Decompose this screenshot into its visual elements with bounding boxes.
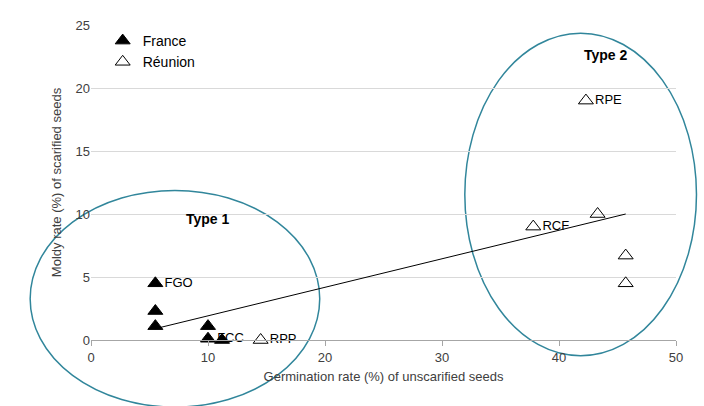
svg-text:Type 2: Type 2 <box>584 47 628 63</box>
svg-text:RPE: RPE <box>595 92 622 107</box>
svg-text:RCF: RCF <box>542 218 569 233</box>
svg-text:30: 30 <box>435 350 449 365</box>
svg-text:50: 50 <box>669 350 683 365</box>
svg-text:FGO: FGO <box>164 275 192 290</box>
svg-text:5: 5 <box>83 270 90 285</box>
svg-text:40: 40 <box>552 350 566 365</box>
svg-text:10: 10 <box>76 207 90 222</box>
svg-text:25: 25 <box>76 18 90 33</box>
svg-text:Germination rate (%) of unscar: Germination rate (%) of unscarified seed… <box>264 369 504 384</box>
svg-text:France: France <box>143 33 187 49</box>
svg-text:FCC: FCC <box>217 330 244 345</box>
svg-text:Moldy rate (%) of scarified se: Moldy rate (%) of scarified seeds <box>49 87 64 277</box>
svg-text:20: 20 <box>76 81 90 96</box>
svg-text:15: 15 <box>76 144 90 159</box>
svg-text:0: 0 <box>83 333 90 348</box>
svg-text:20: 20 <box>318 350 332 365</box>
svg-text:RPP: RPP <box>270 331 297 346</box>
svg-text:10: 10 <box>201 350 215 365</box>
svg-text:Réunion: Réunion <box>143 54 195 70</box>
svg-text:Type 1: Type 1 <box>186 211 230 227</box>
svg-text:0: 0 <box>87 350 94 365</box>
